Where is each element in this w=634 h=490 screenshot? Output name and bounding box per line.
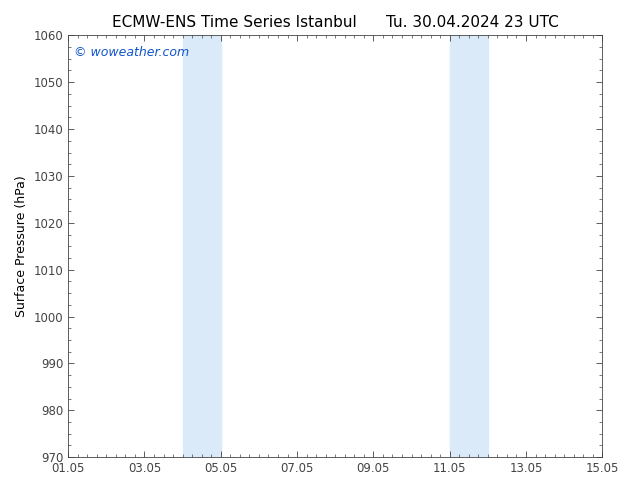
Y-axis label: Surface Pressure (hPa): Surface Pressure (hPa) <box>15 175 28 317</box>
Text: © woweather.com: © woweather.com <box>74 46 189 59</box>
Bar <box>183 35 221 457</box>
Bar <box>450 35 488 457</box>
Title: ECMW-ENS Time Series Istanbul      Tu. 30.04.2024 23 UTC: ECMW-ENS Time Series Istanbul Tu. 30.04.… <box>112 15 559 30</box>
